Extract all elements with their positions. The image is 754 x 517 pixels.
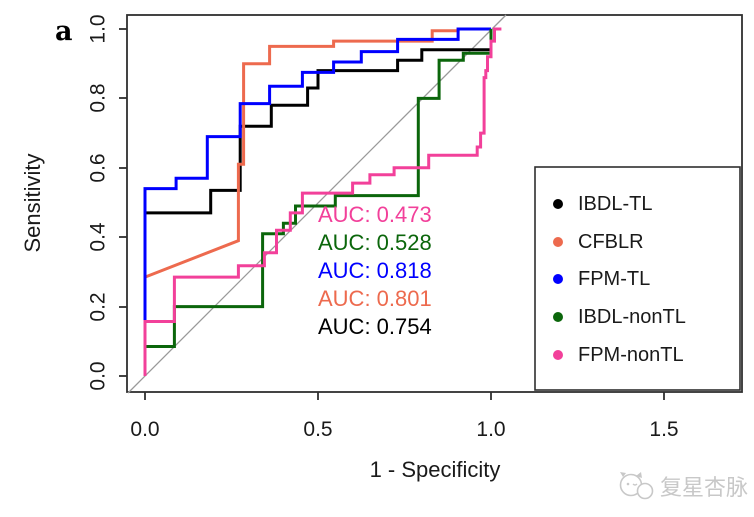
- legend-item-label: FPM-TL: [578, 268, 650, 290]
- y-tick-label: 0.0: [87, 361, 110, 390]
- roc-curve-FPM-nonTL: [143, 27, 502, 376]
- diagonal-reference-line: [127, 14, 507, 394]
- legend-item-label: IBDL-nonTL: [578, 306, 686, 328]
- watermark-text: 复星杏脉: [660, 475, 748, 500]
- legend-item-label: FPM-nonTL: [578, 344, 684, 366]
- legend-dot: [553, 199, 563, 209]
- x-axis-ticks: [144, 392, 665, 400]
- x-tick-label: 0.5: [303, 418, 332, 441]
- legend-item-label: CFBLR: [578, 231, 644, 253]
- y-tick-label: 0.4: [87, 222, 110, 252]
- y-tick-label: 1.0: [87, 14, 110, 43]
- x-tick-label: 1.0: [476, 418, 505, 441]
- legend-box: IBDL-TL CFBLR FPM-TL IBDL-nonTL FPM-nonT…: [534, 166, 741, 391]
- x-tick-label: 1.5: [649, 418, 678, 441]
- roc-curve-IBDL-nonTL: [143, 29, 493, 376]
- auc-label: AUC: 0.528: [318, 230, 432, 255]
- roc-curves: [143, 27, 502, 376]
- auc-label: AUC: 0.754: [318, 314, 432, 339]
- roc-curve-IBDL-TL: [143, 29, 493, 376]
- y-tick-label: 0.2: [87, 292, 110, 321]
- x-tick-label: 0.0: [130, 418, 159, 441]
- watermark-logo-icon: [619, 472, 654, 500]
- auc-label: AUC: 0.801: [318, 286, 432, 311]
- y-axis-tick-labels: 0.0 0.2 0.4 0.6 0.8 1.0: [87, 14, 110, 390]
- auc-label: AUC: 0.818: [318, 258, 432, 283]
- auc-annotations: AUC: 0.473 AUC: 0.528 AUC: 0.818 AUC: 0.…: [318, 202, 432, 339]
- roc-curve-CFBLR: [144, 27, 491, 279]
- plot-box: [126, 14, 743, 393]
- y-axis-ticks: [119, 28, 127, 377]
- auc-label: AUC: 0.473: [318, 202, 432, 227]
- legend-dot: [553, 350, 563, 360]
- x-axis-title: 1 - Specificity: [370, 457, 501, 482]
- legend-item-label: IBDL-TL: [578, 193, 652, 215]
- y-axis-title: Sensitivity: [20, 153, 45, 252]
- watermark: 复星杏脉: [619, 472, 748, 500]
- y-tick-label: 0.8: [87, 83, 110, 112]
- legend-dot: [553, 312, 563, 322]
- legend-dot: [553, 237, 563, 247]
- legend-dot: [553, 274, 563, 284]
- y-tick-label: 0.6: [87, 153, 110, 182]
- roc-curve-FPM-TL: [143, 27, 491, 376]
- x-axis-tick-labels: 0.0 0.5 1.0 1.5: [130, 418, 678, 441]
- panel-label: a: [55, 16, 73, 47]
